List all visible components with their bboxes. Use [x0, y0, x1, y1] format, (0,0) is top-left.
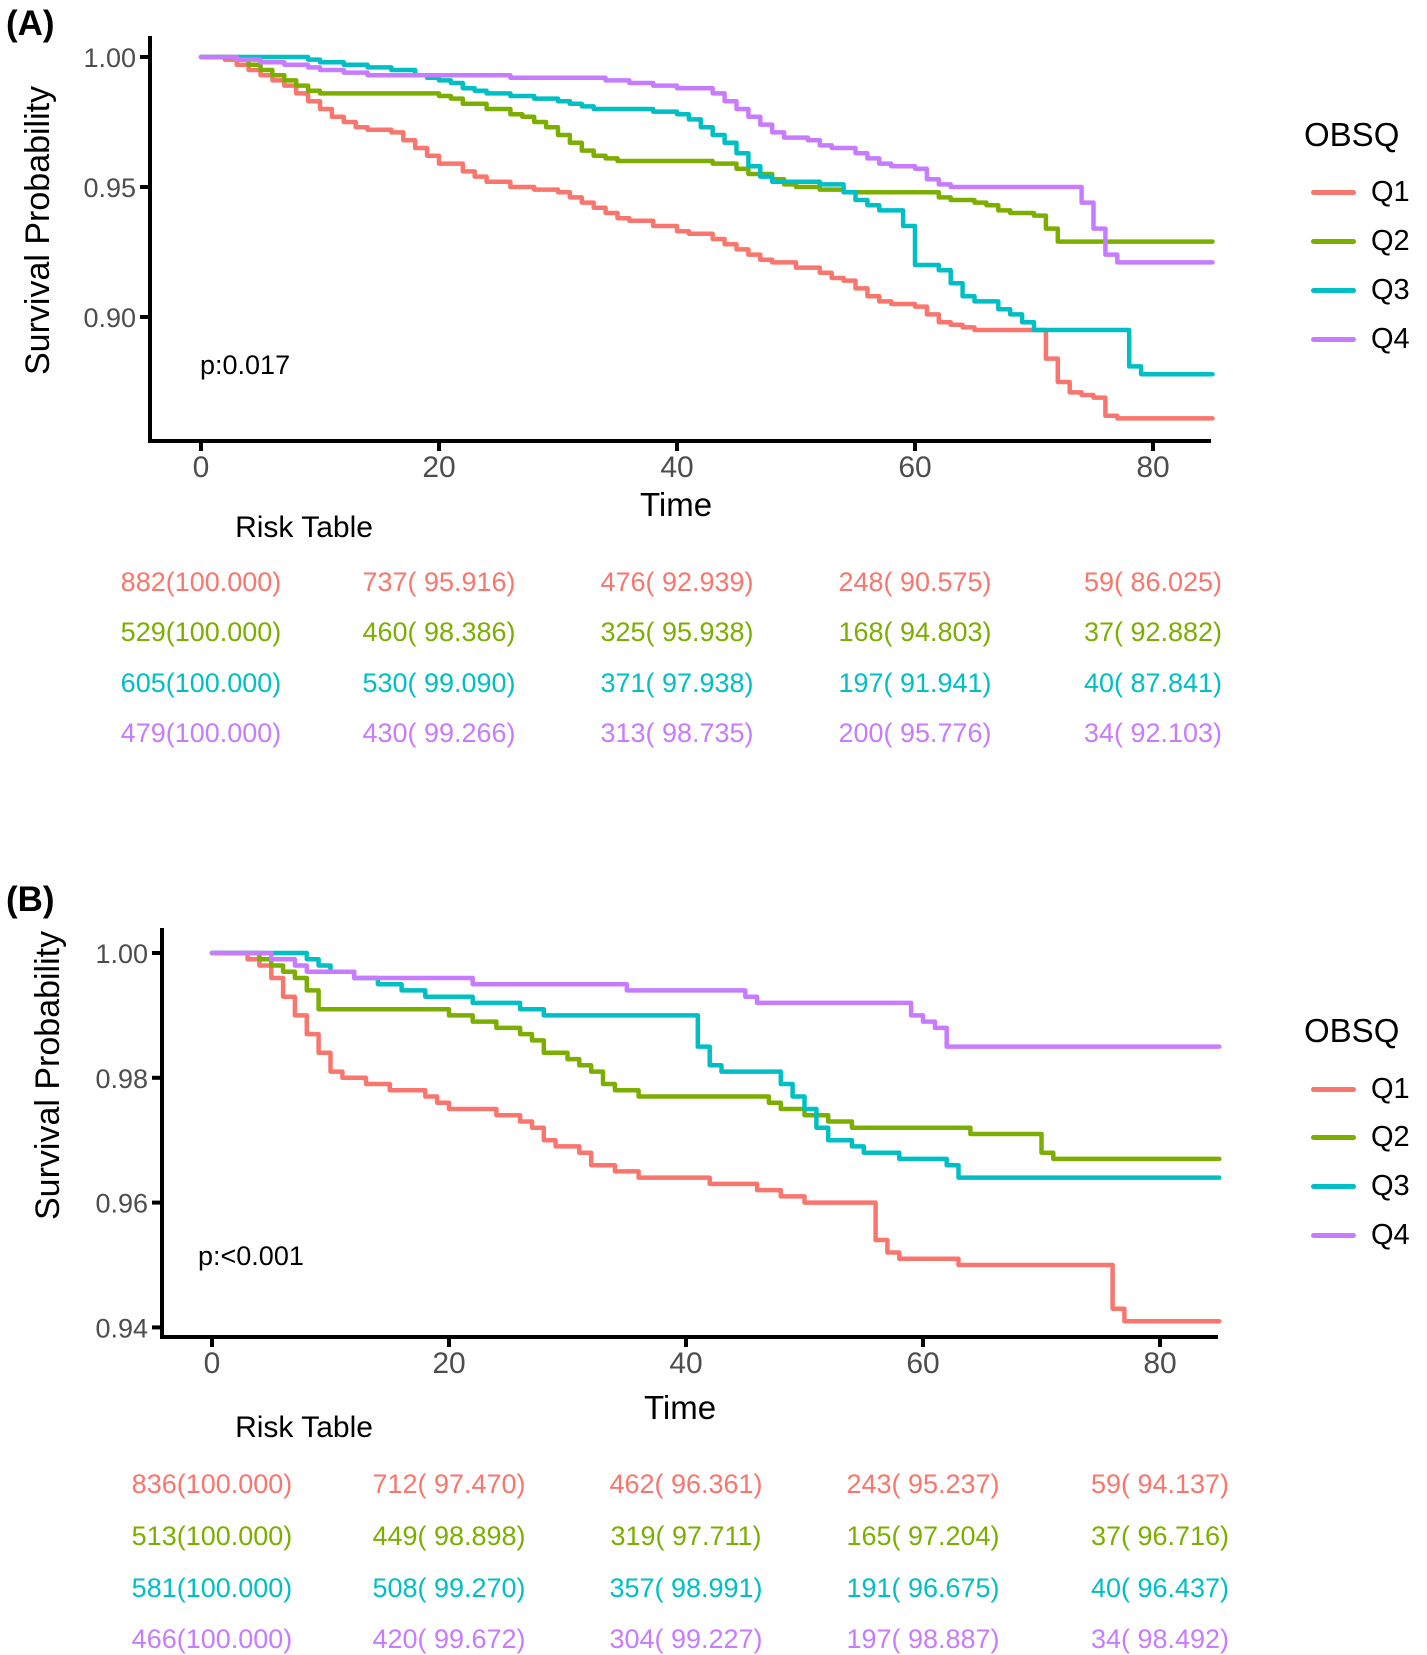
panel-b-risk-cell-q1-t40: 462( 96.361): [609, 1469, 763, 1499]
panel-b-pvalue: p:<0.001: [198, 1241, 304, 1271]
panel-a-legend-swatch-q1: [1311, 190, 1356, 195]
panel-b-risk-cell-q2-t60: 165( 97.204): [846, 1521, 1000, 1551]
panel-b-risk-cell-q4-t80: 34( 98.492): [1090, 1624, 1230, 1654]
panel-a-risk-cell-q1-t60: 248( 90.575): [838, 567, 992, 597]
panel-b-survival-plot: 0 20 40 60 80 1.00 0.98 0.96 0.94: [95, 928, 1222, 1380]
panel-b-legend-swatch-q3: [1311, 1184, 1356, 1189]
panel-b-curve-q4: [209, 950, 1222, 1049]
panel-a-risk-cell-q2-t40: 325( 95.938): [600, 617, 754, 647]
panel-a-risk-cell-q3-t0: 605(100.000): [120, 668, 282, 698]
panel-a-risk-cell-q2-t60: 168( 94.803): [838, 617, 992, 647]
panel-a-label: (A): [6, 4, 55, 43]
panel-b-legend-swatch-q2: [1311, 1135, 1356, 1140]
panel-b-risk-cell-q3-t20: 508( 99.270): [372, 1573, 526, 1603]
panel-b-y-tick-label: 1.00: [95, 939, 148, 969]
panel-b-risk-cell-q2-t80: 37( 96.716): [1090, 1521, 1230, 1551]
panel-b-risk-cell-q1-t80: 59( 94.137): [1090, 1469, 1230, 1499]
panel-b-risk-cell-q4-t60: 197( 98.887): [846, 1624, 1000, 1654]
panel-a-legend-label-q2: Q2: [1371, 225, 1410, 257]
panel-b-legend-label-q4: Q4: [1371, 1219, 1410, 1251]
panel-b-risk-cell-q3-t40: 357( 98.991): [609, 1573, 763, 1603]
panel-b-risk-cell-q2-t40: 319( 97.711): [610, 1521, 762, 1551]
panel-a-legend-label-q1: Q1: [1371, 176, 1410, 208]
panel-a-legend-swatch-q3: [1311, 288, 1356, 293]
panel-a-curve-q3: [198, 54, 1215, 377]
panel-b-legend-label-q3: Q3: [1371, 1170, 1410, 1202]
panel-a-y-tick-label: 1.00: [83, 43, 136, 73]
panel-b-risk-cell-q3-t80: 40( 96.437): [1090, 1573, 1230, 1603]
panel-b-risk-cell-q3-t0: 581(100.000): [131, 1573, 293, 1603]
panel-b-legend-swatch-q1: [1311, 1087, 1356, 1092]
panel-b-risk-cell-q4-t40: 304( 99.227): [609, 1624, 763, 1654]
panel-b-risk-cell-q1-t0: 836(100.000): [131, 1469, 293, 1499]
panel-b-y-tick-label: 0.96: [95, 1189, 148, 1219]
panel-a-curve-q2: [198, 54, 1215, 244]
panel-a-risk-table-title: Risk Table: [235, 511, 373, 544]
panel-a-y-tick-label: 0.95: [83, 173, 136, 203]
panel-b-legend-label-q1: Q1: [1371, 1073, 1410, 1105]
panel-a-risk-cell-q2-t0: 529(100.000): [120, 617, 282, 647]
panel-a-risk-cell-q1-t0: 882(100.000): [120, 567, 282, 597]
panel-b-legend-title: OBSQ: [1304, 1012, 1400, 1049]
panel-b-curve-q1: [209, 950, 1222, 1324]
panel-a-risk-cell-q4-t0: 479(100.000): [120, 718, 282, 748]
panel-a-pvalue: p:0.017: [200, 350, 291, 380]
panel-a-risk-cell-q4-t80: 34( 92.103): [1083, 718, 1223, 748]
panel-a-risk-cell-q3-t20: 530( 99.090): [362, 668, 516, 698]
panel-a-risk-cell-q1-t80: 59( 86.025): [1083, 567, 1223, 597]
panel-a-risk-cell-q2-t80: 37( 92.882): [1083, 617, 1223, 647]
panel-a-curve-q4: [198, 54, 1215, 265]
panel-a-x-tick-label: 60: [898, 451, 931, 484]
panel-b-risk-cell-q3-t60: 191( 96.675): [846, 1573, 1000, 1603]
panel-b-x-tick-label: 60: [906, 1347, 939, 1380]
panel-b-label: (B): [6, 880, 55, 919]
panel-a-legend-label-q4: Q4: [1371, 323, 1410, 355]
panel-b-risk-cell-q2-t20: 449( 98.898): [372, 1521, 526, 1551]
panel-a-risk-cell-q1-t20: 737( 95.916): [362, 567, 516, 597]
panel-a-x-tick-label: 20: [422, 451, 455, 484]
panel-a-x-tick-label: 40: [660, 451, 693, 484]
panel-a-legend-title: OBSQ: [1304, 116, 1400, 153]
panel-a-risk-cell-q4-t20: 430( 99.266): [362, 718, 516, 748]
panel-b-risk-cell-q4-t0: 466(100.000): [131, 1624, 293, 1654]
panel-b-risk-cell-q2-t0: 513(100.000): [131, 1521, 293, 1551]
panel-a-risk-cell-q1-t40: 476( 92.939): [600, 567, 754, 597]
panel-a-risk-cell-q3-t80: 40( 87.841): [1083, 668, 1223, 698]
panel-a-legend-swatch-q2: [1311, 239, 1356, 244]
panel-a-risk-cell-q4-t40: 313( 98.735): [600, 718, 754, 748]
panel-b-risk-cell-q4-t20: 420( 99.672): [372, 1624, 526, 1654]
panel-b-x-tick-label: 20: [432, 1347, 465, 1380]
panel-a-x-axis-title: Time: [639, 486, 713, 523]
panel-a-risk-cell-q3-t60: 197( 91.941): [838, 668, 992, 698]
panel-b-x-axis-title: Time: [643, 1389, 717, 1426]
panel-a-x-tick-label: 0: [193, 451, 210, 484]
panel-b-curve-q3: [209, 950, 1222, 1180]
panel-a-legend-label-q3: Q3: [1371, 274, 1410, 306]
panel-b-y-tick-label: 0.94: [95, 1313, 148, 1343]
panel-a-legend-swatch-q4: [1311, 337, 1356, 342]
panel-b-risk-table-title: Risk Table: [235, 1411, 373, 1444]
panel-b-risk-cell-q1-t60: 243( 95.237): [846, 1469, 1000, 1499]
panel-b-legend-swatch-q4: [1311, 1233, 1356, 1238]
panel-a-risk-cell-q3-t40: 371( 97.938): [600, 668, 754, 698]
panel-a-x-tick-label: 80: [1136, 451, 1169, 484]
panel-b-curve-q2: [209, 950, 1222, 1162]
panel-b-x-tick-label: 40: [669, 1347, 702, 1380]
panel-b-x-tick-label: 0: [204, 1347, 221, 1380]
panel-b-y-tick-label: 0.98: [95, 1064, 148, 1094]
panel-a-y-tick-label: 0.90: [83, 303, 136, 333]
panel-a-curve-q1: [198, 54, 1215, 421]
panel-b-x-tick-label: 80: [1143, 1347, 1176, 1380]
panel-b-legend-label-q2: Q2: [1371, 1121, 1410, 1153]
panel-a-risk-cell-q2-t20: 460( 98.386): [362, 617, 516, 647]
panel-b-risk-cell-q1-t20: 712( 97.470): [372, 1469, 526, 1499]
panel-a-survival-plot: 0 20 40 60 80 1.00 0.95 0.90: [83, 36, 1215, 484]
panel-a-risk-cell-q4-t60: 200( 95.776): [838, 718, 992, 748]
